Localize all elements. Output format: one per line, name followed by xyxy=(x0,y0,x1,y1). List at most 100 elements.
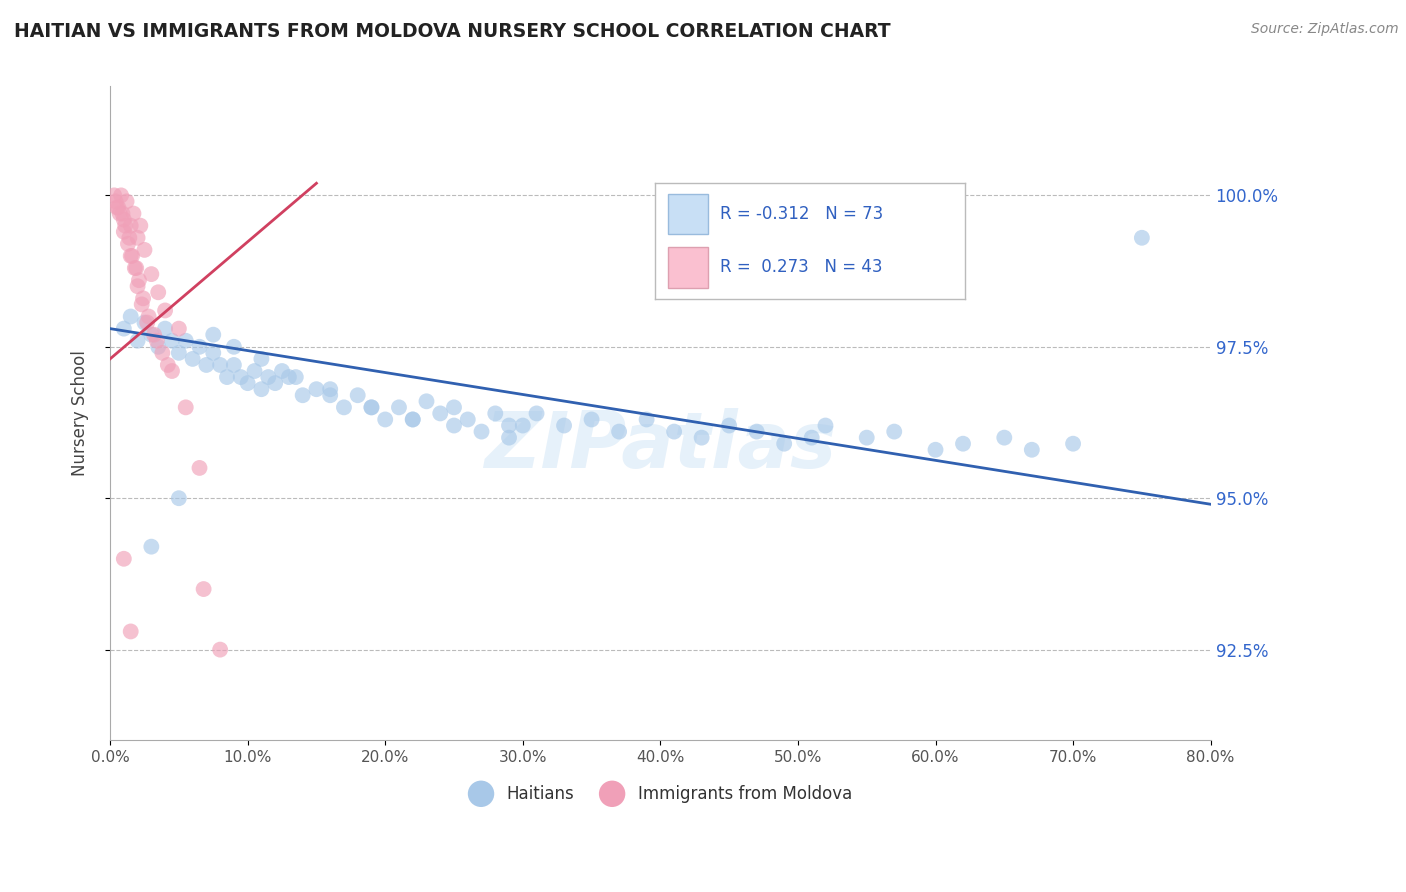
Point xyxy=(1130,231,1153,245)
Point xyxy=(1021,442,1043,457)
Point xyxy=(498,431,520,445)
Point xyxy=(141,327,163,342)
Point xyxy=(104,194,127,209)
Point xyxy=(202,327,225,342)
Point xyxy=(718,418,741,433)
Point xyxy=(127,279,149,293)
Point xyxy=(284,370,307,384)
Point xyxy=(174,401,197,415)
Point xyxy=(125,261,148,276)
Point xyxy=(209,358,232,372)
Point xyxy=(124,261,146,276)
Point xyxy=(105,201,128,215)
Point xyxy=(112,551,135,566)
Point xyxy=(1062,436,1084,450)
Point xyxy=(107,201,129,215)
Point xyxy=(512,418,534,433)
Point xyxy=(690,431,713,445)
Legend: Haitians, Immigrants from Moldova: Haitians, Immigrants from Moldova xyxy=(461,777,859,811)
Point xyxy=(443,401,465,415)
Point xyxy=(484,406,506,420)
Point xyxy=(470,425,492,439)
Point xyxy=(257,370,280,384)
Point xyxy=(264,376,287,391)
Point xyxy=(215,370,238,384)
Point xyxy=(346,388,368,402)
Point xyxy=(120,310,142,324)
Point xyxy=(745,425,768,439)
Point xyxy=(814,418,837,433)
Point xyxy=(319,388,342,402)
Y-axis label: Nursery School: Nursery School xyxy=(72,351,89,476)
Point xyxy=(222,358,245,372)
Point xyxy=(120,624,142,639)
Point xyxy=(209,642,232,657)
Point xyxy=(993,431,1015,445)
Point xyxy=(122,206,145,220)
Point xyxy=(160,334,183,348)
Point xyxy=(138,310,160,324)
Point xyxy=(360,401,382,415)
Point xyxy=(131,297,153,311)
Point xyxy=(132,291,155,305)
Point xyxy=(129,219,152,233)
Point xyxy=(146,334,169,348)
Point xyxy=(333,401,356,415)
Point xyxy=(291,388,314,402)
Point xyxy=(236,376,259,391)
Point xyxy=(581,412,603,426)
Point xyxy=(498,418,520,433)
Point xyxy=(429,406,451,420)
Text: HAITIAN VS IMMIGRANTS FROM MOLDOVA NURSERY SCHOOL CORRELATION CHART: HAITIAN VS IMMIGRANTS FROM MOLDOVA NURSE… xyxy=(14,22,890,41)
Point xyxy=(150,346,173,360)
Point xyxy=(127,334,149,348)
Text: ZIPatlas: ZIPatlas xyxy=(484,409,837,484)
Point xyxy=(277,370,299,384)
Point xyxy=(526,406,548,420)
Text: Source: ZipAtlas.com: Source: ZipAtlas.com xyxy=(1251,22,1399,37)
Text: R = -0.312   N = 73: R = -0.312 N = 73 xyxy=(720,205,883,223)
Point xyxy=(443,418,465,433)
Point xyxy=(553,418,575,433)
Point xyxy=(952,436,974,450)
Point xyxy=(117,236,139,251)
Point xyxy=(402,412,425,426)
FancyBboxPatch shape xyxy=(668,247,707,288)
Point xyxy=(243,364,266,378)
Point xyxy=(388,401,411,415)
Point xyxy=(883,425,905,439)
Point xyxy=(134,243,156,257)
Point xyxy=(374,412,396,426)
FancyBboxPatch shape xyxy=(668,194,707,235)
Point xyxy=(174,334,197,348)
Point xyxy=(402,412,425,426)
Point xyxy=(229,370,252,384)
Point xyxy=(305,382,328,396)
Point xyxy=(181,351,204,366)
Point xyxy=(607,425,630,439)
Point xyxy=(111,206,134,220)
Point xyxy=(148,340,170,354)
Point xyxy=(103,188,125,202)
Point xyxy=(108,206,131,220)
Point xyxy=(924,442,946,457)
Point xyxy=(143,327,166,342)
Point xyxy=(127,231,149,245)
Point xyxy=(773,436,796,450)
Point xyxy=(128,273,150,287)
Point xyxy=(800,431,823,445)
Point xyxy=(188,340,211,354)
Point xyxy=(662,425,685,439)
Point xyxy=(112,321,135,335)
Point xyxy=(167,346,190,360)
Point xyxy=(153,321,176,335)
Point xyxy=(250,382,273,396)
Point xyxy=(153,303,176,318)
Point xyxy=(121,249,143,263)
Point xyxy=(136,316,159,330)
Point xyxy=(167,491,190,506)
Point xyxy=(222,340,245,354)
Point xyxy=(148,285,170,300)
Point xyxy=(319,382,342,396)
Point xyxy=(110,188,132,202)
